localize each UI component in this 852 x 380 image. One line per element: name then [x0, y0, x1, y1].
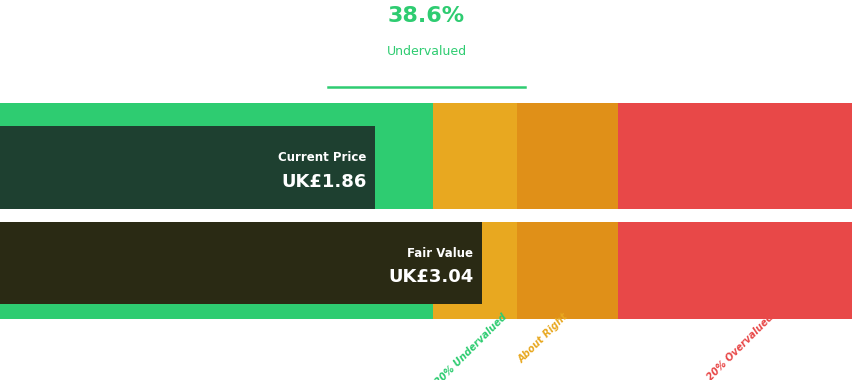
Text: About Right: About Right	[516, 312, 570, 365]
Bar	[0, 209, 852, 222]
Text: 38.6%: 38.6%	[388, 6, 464, 26]
Text: Undervalued: Undervalued	[386, 44, 466, 58]
Bar	[433, 103, 516, 319]
Text: UK£1.86: UK£1.86	[281, 173, 366, 191]
Text: UK£3.04: UK£3.04	[388, 268, 473, 286]
Text: 20% Undervalued: 20% Undervalued	[433, 312, 509, 380]
Bar	[0, 103, 433, 319]
Bar	[0, 222, 481, 304]
Text: Fair Value: Fair Value	[407, 247, 473, 260]
Text: 20% Overvalued: 20% Overvalued	[705, 312, 775, 380]
Text: Current Price: Current Price	[278, 151, 366, 164]
Bar	[516, 103, 617, 319]
Bar	[0, 127, 375, 209]
Bar	[617, 103, 852, 319]
